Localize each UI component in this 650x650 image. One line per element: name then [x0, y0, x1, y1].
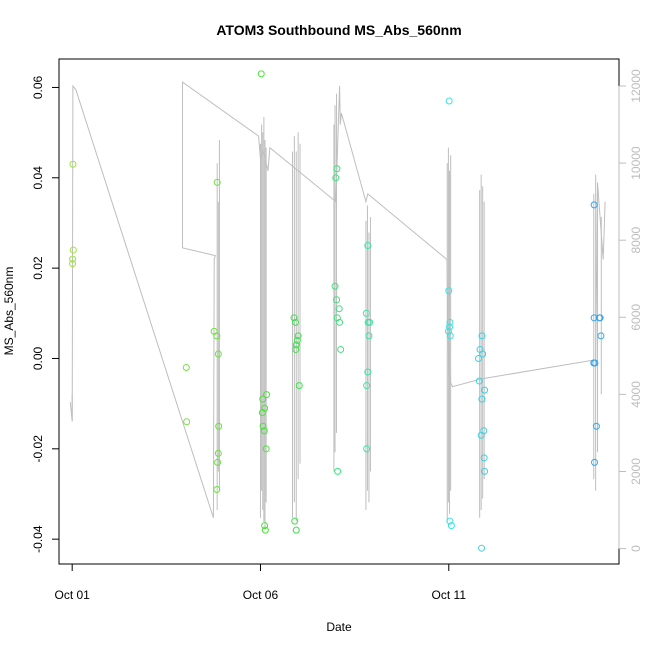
y-tick-label: -0.02 [31, 435, 45, 463]
secondary-series-line [69, 81, 606, 518]
data-point [475, 377, 483, 385]
data-point [446, 323, 454, 331]
data-point [362, 309, 370, 317]
data-point [182, 364, 190, 372]
data-point [213, 178, 221, 186]
data-point [481, 386, 489, 394]
data-point [260, 427, 268, 435]
x-tick-label: Oct 06 [243, 588, 279, 602]
data-point [592, 422, 600, 430]
data-point [293, 336, 301, 344]
data-point [262, 445, 270, 453]
data-point [292, 526, 300, 534]
data-point [481, 467, 489, 475]
y-tick-label: 0.02 [31, 256, 45, 280]
y-tick-label: 0.04 [31, 166, 45, 190]
data-point [478, 544, 486, 552]
data-point [447, 522, 455, 530]
y-tick-label: -0.04 [31, 525, 45, 553]
x-tick-label: Oct 11 [432, 588, 467, 602]
data-point [363, 445, 371, 453]
data-point [337, 345, 345, 353]
data-point [475, 354, 483, 362]
data-point [69, 255, 77, 263]
data-point [331, 282, 339, 290]
data-point [364, 242, 372, 250]
x-axis: Oct 01 Oct 06 Oct 11 [55, 563, 467, 602]
data-point [183, 418, 191, 426]
data-point [364, 368, 372, 376]
data-point [69, 160, 77, 168]
data-point [444, 327, 452, 335]
data-point [214, 350, 222, 358]
data-point [69, 260, 77, 268]
data-point [446, 318, 454, 326]
y-axis-right: 0 2000 4000 6000 8000 10000 12000 [618, 69, 643, 552]
data-point [446, 332, 454, 340]
y-tick-label: 0.00 [31, 346, 45, 370]
data-point [477, 431, 485, 439]
data-point [333, 296, 341, 304]
data-point [257, 70, 265, 78]
data-point [480, 454, 488, 462]
data-point [332, 174, 340, 182]
data-point [445, 287, 453, 295]
data-point [335, 305, 343, 313]
data-point [295, 382, 303, 390]
y2-tick-label: 8000 [629, 227, 643, 254]
data-point [290, 314, 298, 322]
chart-title: ATOM3 Southbound MS_Abs_560nm [216, 22, 461, 38]
data-point [214, 458, 222, 466]
data-point [69, 246, 77, 254]
y-axis-left: -0.04 -0.02 0.00 0.02 0.04 0.06 [31, 75, 60, 553]
data-point [292, 345, 300, 353]
data-point [213, 332, 221, 340]
data-point [214, 449, 222, 457]
y2-tick-label: 2000 [629, 458, 643, 485]
data-point [334, 467, 342, 475]
data-point [366, 318, 374, 326]
data-point [291, 517, 299, 525]
y2-tick-label: 6000 [629, 304, 643, 331]
data-point [596, 314, 604, 322]
y2-tick-label: 4000 [629, 381, 643, 408]
data-point [261, 526, 269, 534]
data-point [292, 318, 300, 326]
data-point [591, 458, 599, 466]
data-point [479, 350, 487, 358]
data-point [336, 318, 344, 326]
data-point [258, 409, 266, 417]
data-point [333, 165, 341, 173]
data-point [597, 332, 605, 340]
y2-tick-label: 10000 [629, 146, 643, 180]
data-point [263, 391, 271, 399]
data-point [292, 341, 300, 349]
data-point [365, 332, 373, 340]
data-point [478, 332, 486, 340]
data-point [213, 485, 221, 493]
y-axis-title: MS_Abs_560nm [2, 267, 16, 356]
scatter-points [69, 70, 605, 552]
data-point [591, 359, 599, 367]
data-point [590, 201, 598, 209]
data-point [363, 382, 371, 390]
y2-tick-label: 12000 [629, 69, 643, 103]
data-point [446, 517, 454, 525]
data-point [294, 332, 302, 340]
data-point [215, 422, 223, 430]
y-tick-label: 0.06 [31, 75, 45, 99]
data-point [259, 422, 267, 430]
x-tick-label: Oct 01 [55, 588, 91, 602]
data-point [445, 97, 453, 105]
y2-tick-label: 0 [629, 545, 643, 552]
data-point [478, 395, 486, 403]
x-axis-title: Date [326, 620, 352, 634]
data-point [261, 522, 269, 530]
data-point [259, 395, 267, 403]
